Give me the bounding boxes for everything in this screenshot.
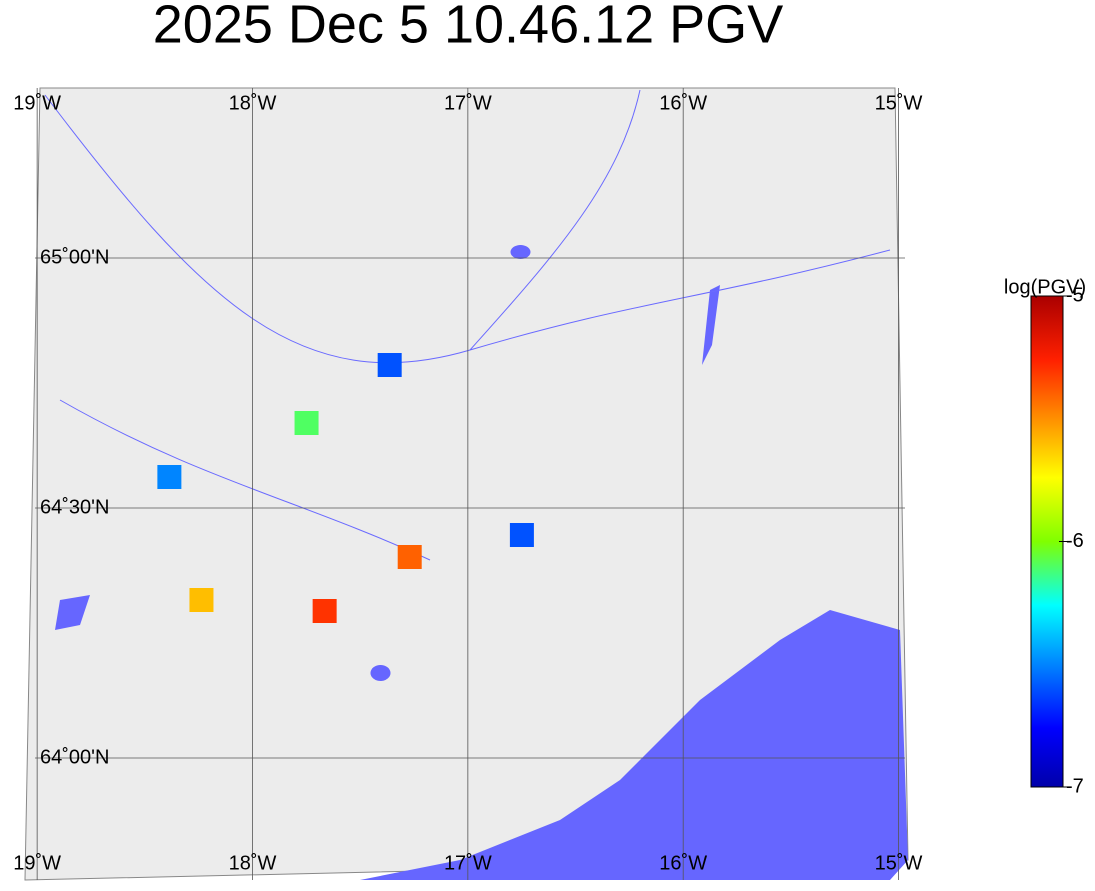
lon-label-top: 19˚W — [13, 92, 61, 114]
colorbar-tick-label: -7 — [1066, 775, 1084, 797]
lon-label-bottom: 19˚W — [13, 852, 61, 874]
station — [312, 599, 337, 623]
lon-label-bottom: 18˚W — [229, 852, 277, 874]
colorbar — [1030, 295, 1064, 788]
colorbar-label: log(PGV) — [1004, 276, 1086, 298]
lon-label-top: 15˚W — [875, 92, 923, 114]
rivers — [44, 89, 891, 561]
lon-label-bottom: 16˚W — [659, 852, 707, 874]
lon-label-bottom: 15˚W — [875, 852, 923, 874]
station — [397, 545, 422, 569]
lat-label: 64˚00'N — [40, 746, 109, 768]
lon-label-top: 16˚W — [659, 92, 707, 114]
lat-label: 64˚30'N — [40, 496, 109, 518]
colorbar-tick-label: -5 — [1066, 284, 1084, 306]
station — [294, 411, 319, 435]
station — [189, 588, 214, 612]
lon-label-top: 17˚W — [444, 92, 492, 114]
lon-label-bottom: 17˚W — [444, 852, 492, 874]
station — [377, 353, 402, 377]
station — [157, 465, 182, 489]
stations — [157, 353, 534, 623]
ocean — [360, 610, 908, 880]
colorbar-ticks: -5 -6 -7 — [1059, 284, 1084, 797]
lon-label-top: 18˚W — [229, 92, 277, 114]
lat-label: 65˚00'N — [40, 246, 109, 268]
colorbar-tick-label: -6 — [1066, 530, 1084, 552]
map-title: 2025 Dec 5 10.46.12 PGV — [153, 0, 783, 54]
station — [509, 523, 534, 547]
graticule: 19˚W 19˚W 18˚W 18˚W 17˚W 17˚W 16˚W 16˚W 15˚W 15˚W… — [13, 88, 923, 880]
